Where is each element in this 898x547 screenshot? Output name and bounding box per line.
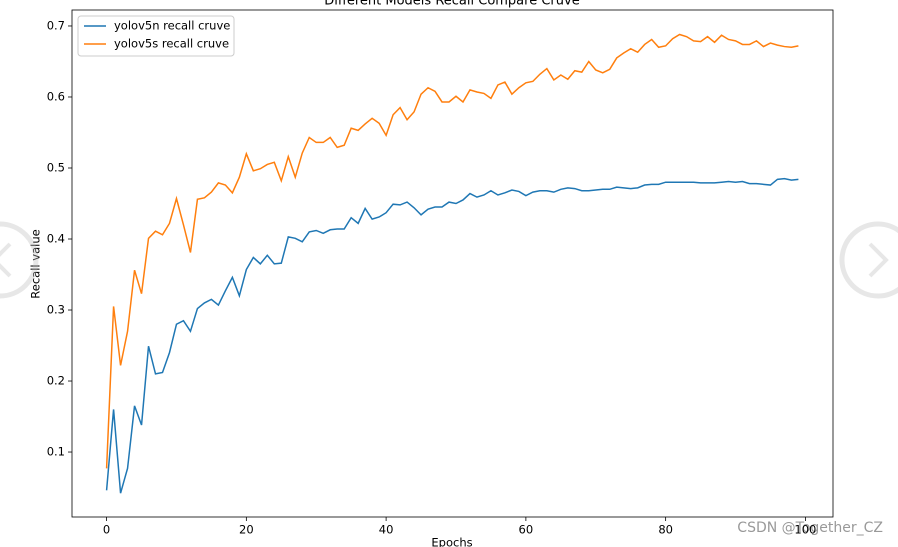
legend: yolov5n recall cruve yolov5s recall cruv… [77,15,235,57]
nav-prev[interactable] [0,221,39,299]
y-tick-label: 0.1 [47,445,65,459]
nav-arrow [868,242,889,278]
x-tick-label: 100 [794,523,816,537]
y-tick-label: 0.2 [47,374,65,388]
y-tick-label: 0.3 [47,303,65,317]
x-tick-label: 60 [519,523,534,537]
y-tick-label: 0.6 [47,89,65,103]
chart-title: Different Models Recall Compare Cruve [324,0,579,9]
x-axis-label: Epochs [431,536,472,547]
x-tick-label: 80 [658,523,673,537]
y-tick-label: 0.4 [47,232,65,246]
x-tick-label: 0 [103,523,110,537]
plot-area [105,33,799,494]
y-tick-label: 0.5 [47,160,65,174]
x-tick-label: 40 [379,523,394,537]
legend-label: yolov5s recall cruve [114,37,229,51]
series-line [105,177,799,494]
x-tick-label: 20 [239,523,254,537]
nav-arrow [0,242,12,278]
watermark: CSDN @Together_CZ [737,520,883,536]
legend-box [77,15,235,57]
nav-circle [0,221,39,299]
axes-frame [71,9,834,518]
legend-label: yolov5n recall cruve [114,19,230,33]
y-tick-label: 0.7 [47,18,65,32]
nav-next[interactable] [839,221,898,299]
nav-circle [839,221,898,299]
y-axis-label: Recall value [29,229,43,298]
series-line [105,33,799,469]
